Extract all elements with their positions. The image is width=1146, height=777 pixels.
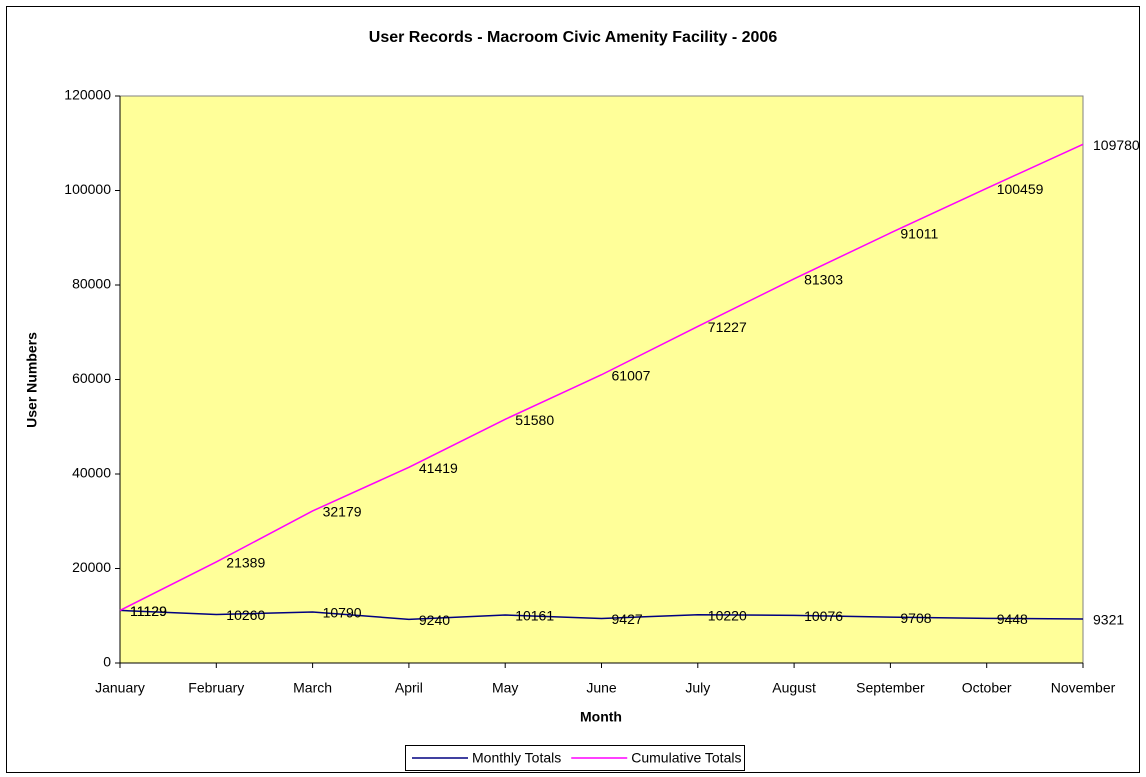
data-label: 9708 (900, 610, 931, 626)
x-tick-label: June (586, 680, 617, 696)
y-tick-label: 40000 (72, 465, 111, 481)
x-tick-label: March (293, 680, 332, 696)
y-tick-label: 80000 (72, 276, 111, 292)
legend-label: Monthly Totals (472, 750, 561, 766)
x-tick-label: August (772, 680, 816, 696)
y-tick-label: 60000 (72, 370, 111, 386)
data-label: 81303 (804, 272, 843, 288)
data-label: 41419 (419, 460, 458, 476)
data-label: 11129 (130, 603, 167, 619)
y-tick-label: 20000 (72, 559, 111, 575)
data-label: 61007 (612, 367, 651, 383)
y-tick-label: 100000 (64, 181, 111, 197)
y-tick-label: 0 (103, 654, 111, 670)
data-label: 32179 (323, 504, 362, 520)
data-label: 100459 (997, 181, 1044, 197)
data-label: 91011 (900, 226, 938, 242)
x-tick-label: July (685, 680, 710, 696)
data-label: 10220 (708, 607, 747, 623)
data-label: 10161 (515, 608, 554, 624)
data-label: 11129 (130, 603, 167, 619)
plot-area (119, 95, 1084, 664)
data-label: 9321 (1093, 612, 1124, 628)
data-label: 51580 (515, 412, 554, 428)
legend-label: Cumulative Totals (631, 750, 741, 766)
data-label: 109780 (1093, 137, 1140, 153)
data-label: 10076 (804, 608, 843, 624)
data-label: 71227 (708, 319, 747, 335)
x-tick-label: October (962, 680, 1012, 696)
y-tick-label: 120000 (64, 87, 111, 103)
data-label: 9448 (997, 611, 1028, 627)
chart-title: User Records - Macroom Civic Amenity Fac… (369, 29, 778, 46)
x-tick-label: May (492, 680, 518, 696)
data-label: 10790 (323, 605, 362, 621)
series-line (119, 609, 1084, 621)
x-tick-label: January (95, 680, 145, 696)
data-label: 9427 (612, 611, 643, 627)
legend: Monthly Totals Cumulative Totals (405, 745, 745, 771)
data-label: 21389 (226, 555, 265, 571)
data-label: 10260 (226, 607, 265, 623)
data-label: 9240 (419, 612, 450, 628)
y-axis-title: User Numbers (24, 332, 40, 428)
x-tick-label: February (188, 680, 244, 696)
x-axis-title: Month (580, 709, 622, 725)
x-tick-label: November (1051, 680, 1116, 696)
x-tick-label: September (856, 680, 925, 696)
series-line (119, 143, 1084, 612)
x-tick-label: April (395, 680, 423, 696)
